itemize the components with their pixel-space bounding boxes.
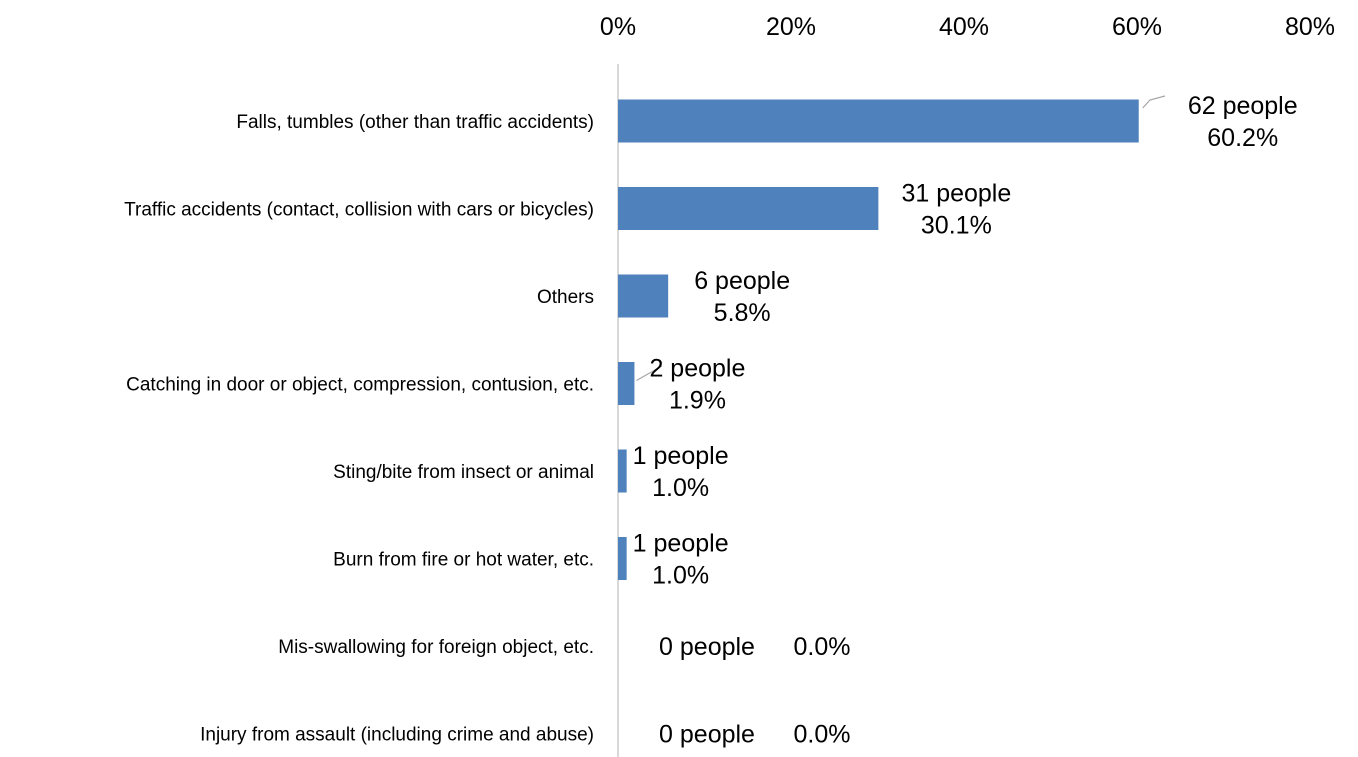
x-tick-label: 40% [939,13,989,41]
category-label: Injury from assault (including crime and… [200,725,594,746]
x-tick-label: 20% [766,13,816,41]
x-tick-label: 80% [1285,13,1335,41]
data-label-people: 1 people [633,442,729,470]
category-label: Mis-swallowing for foreign object, etc. [278,637,594,658]
data-label-percent: 30.1% [921,212,992,240]
bar [618,99,1139,143]
data-label-percent: 5.8% [714,299,771,327]
data-label-people: 31 people [901,180,1011,208]
x-axis-ticks: 0% 20% 40% 60% 80% [600,13,1335,41]
x-tick-label: 0% [600,13,636,41]
data-label-percent: 1.9% [669,387,726,415]
bar [618,187,879,230]
x-tick-label: 60% [1112,13,1162,41]
category-label: Falls, tumbles (other than traffic accid… [236,112,594,133]
data-label-people: 62 people [1188,92,1298,120]
data-label-people: 1 people [633,530,729,558]
data-labels: 62 people 60.2% 31 people 30.1% 6 people 5.8%… [633,92,1298,749]
leader-lines [636,95,1166,382]
leader-line [636,365,663,382]
category-label: Others [537,287,594,308]
data-label-percent: 0.0% [794,721,851,749]
category-label: Burn from fire or hot water, etc. [333,550,594,571]
bar [618,274,669,318]
bar [618,449,627,493]
category-label: Sting/bite from insect or animal [333,462,594,483]
category-labels: Falls, tumbles (other than traffic accid… [124,112,594,746]
leader-line [1142,95,1166,109]
data-label-people: 6 people [694,267,790,295]
data-label-percent: 0.0% [794,633,851,661]
data-label-people: 0 people [659,633,755,661]
data-label-people: 0 people [659,721,755,749]
bars-group [618,99,1139,580]
category-label: Traffic accidents (contact, collision wi… [124,200,594,221]
data-label-people: 2 people [649,355,745,383]
data-label-percent: 1.0% [652,474,709,502]
category-label: Catching in door or object, compression,… [126,375,594,396]
data-label-percent: 60.2% [1207,124,1278,152]
data-label-percent: 1.0% [652,562,709,590]
bar [618,362,635,405]
bar [618,537,627,580]
